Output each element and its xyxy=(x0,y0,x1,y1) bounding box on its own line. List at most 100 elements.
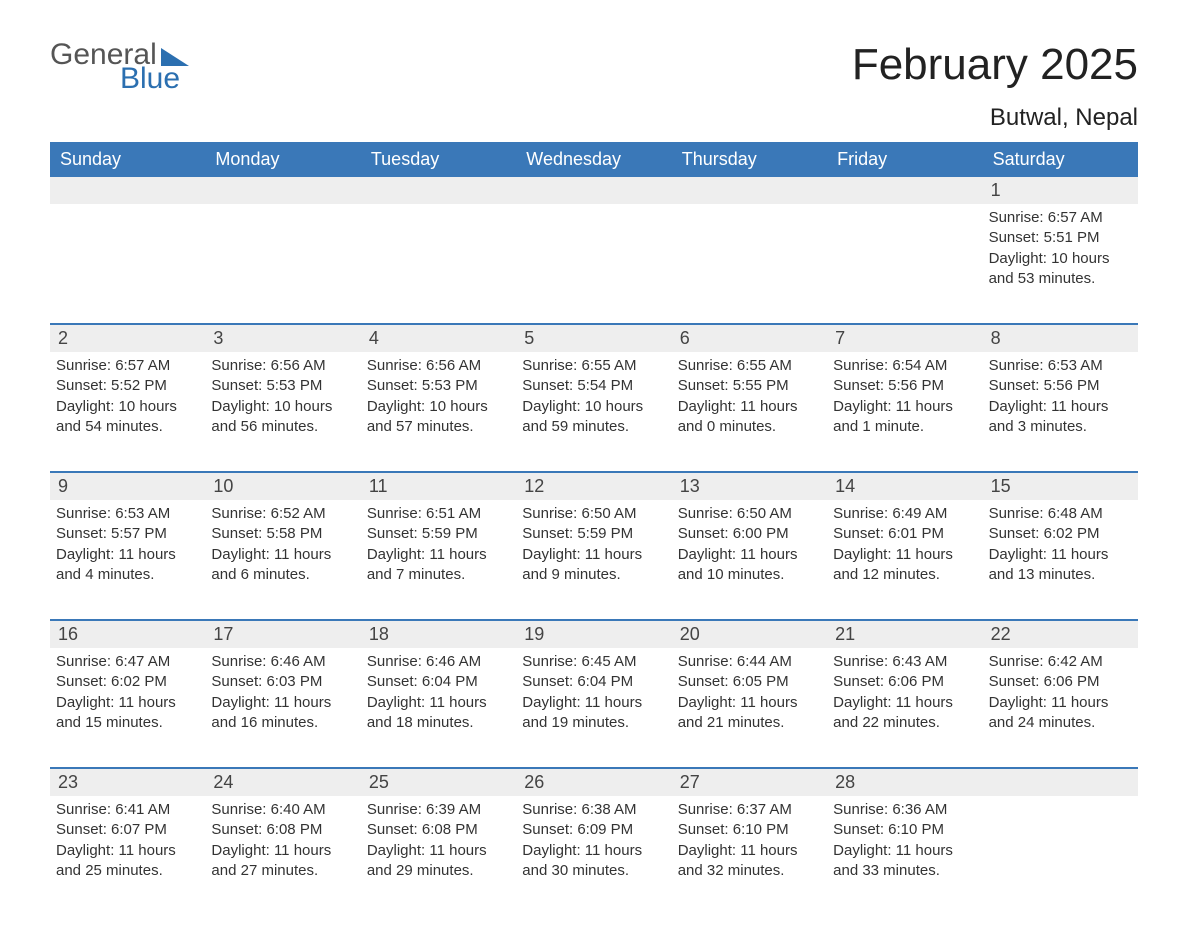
day-cell xyxy=(361,204,516,295)
sunrise-text: Sunrise: 6:46 AM xyxy=(367,652,508,672)
sunrise-text: Sunrise: 6:40 AM xyxy=(211,800,352,820)
weekday-saturday: Saturday xyxy=(983,142,1138,177)
weekday-wednesday: Wednesday xyxy=(516,142,671,177)
day-cell: Sunrise: 6:53 AMSunset: 5:56 PMDaylight:… xyxy=(983,352,1138,443)
calendar: Sunday Monday Tuesday Wednesday Thursday… xyxy=(50,142,1138,887)
sunset-text: Sunset: 5:59 PM xyxy=(367,524,508,544)
sunrise-text: Sunrise: 6:49 AM xyxy=(833,504,974,524)
day-number: 22 xyxy=(983,621,1138,648)
day-number: 19 xyxy=(516,621,671,648)
sunset-text: Sunset: 6:02 PM xyxy=(989,524,1130,544)
sunrise-text: Sunrise: 6:54 AM xyxy=(833,356,974,376)
daylight-text: Daylight: 11 hours and 29 minutes. xyxy=(367,841,508,882)
day-cell: Sunrise: 6:42 AMSunset: 6:06 PMDaylight:… xyxy=(983,648,1138,739)
sunrise-text: Sunrise: 6:46 AM xyxy=(211,652,352,672)
daylight-text: Daylight: 11 hours and 24 minutes. xyxy=(989,693,1130,734)
daylight-text: Daylight: 11 hours and 1 minute. xyxy=(833,397,974,438)
day-number: 12 xyxy=(516,473,671,500)
day-cell xyxy=(50,204,205,295)
week-info-row: Sunrise: 6:47 AMSunset: 6:02 PMDaylight:… xyxy=(50,648,1138,739)
day-number: 3 xyxy=(205,325,360,352)
sunrise-text: Sunrise: 6:37 AM xyxy=(678,800,819,820)
day-number: 11 xyxy=(361,473,516,500)
sunrise-text: Sunrise: 6:50 AM xyxy=(678,504,819,524)
daylight-text: Daylight: 11 hours and 12 minutes. xyxy=(833,545,974,586)
day-number: 14 xyxy=(827,473,982,500)
day-cell: Sunrise: 6:37 AMSunset: 6:10 PMDaylight:… xyxy=(672,796,827,887)
sunrise-text: Sunrise: 6:44 AM xyxy=(678,652,819,672)
sunrise-text: Sunrise: 6:48 AM xyxy=(989,504,1130,524)
day-number: 24 xyxy=(205,769,360,796)
day-cell: Sunrise: 6:41 AMSunset: 6:07 PMDaylight:… xyxy=(50,796,205,887)
day-number xyxy=(827,177,982,204)
daylight-text: Daylight: 11 hours and 10 minutes. xyxy=(678,545,819,586)
day-cell: Sunrise: 6:48 AMSunset: 6:02 PMDaylight:… xyxy=(983,500,1138,591)
sunset-text: Sunset: 5:53 PM xyxy=(211,376,352,396)
daylight-text: Daylight: 11 hours and 33 minutes. xyxy=(833,841,974,882)
sunrise-text: Sunrise: 6:55 AM xyxy=(678,356,819,376)
sunset-text: Sunset: 5:53 PM xyxy=(367,376,508,396)
sunset-text: Sunset: 5:57 PM xyxy=(56,524,197,544)
sunset-text: Sunset: 5:54 PM xyxy=(522,376,663,396)
day-cell: Sunrise: 6:54 AMSunset: 5:56 PMDaylight:… xyxy=(827,352,982,443)
day-number: 7 xyxy=(827,325,982,352)
day-number: 9 xyxy=(50,473,205,500)
day-number: 4 xyxy=(361,325,516,352)
sunset-text: Sunset: 6:04 PM xyxy=(367,672,508,692)
sunrise-text: Sunrise: 6:56 AM xyxy=(211,356,352,376)
weekday-monday: Monday xyxy=(205,142,360,177)
week-info-row: Sunrise: 6:53 AMSunset: 5:57 PM Daylight:… xyxy=(50,500,1138,591)
daylight-text: Daylight: 11 hours and 16 minutes. xyxy=(211,693,352,734)
day-cell: Sunrise: 6:45 AMSunset: 6:04 PMDaylight:… xyxy=(516,648,671,739)
day-number: 8 xyxy=(983,325,1138,352)
day-cell: Sunrise: 6:40 AMSunset: 6:08 PMDaylight:… xyxy=(205,796,360,887)
daylight-text: Daylight: 11 hours and 19 minutes. xyxy=(522,693,663,734)
day-cell: Sunrise: 6:50 AMSunset: 6:00 PMDaylight:… xyxy=(672,500,827,591)
day-cell: Sunrise: 6:47 AMSunset: 6:02 PMDaylight:… xyxy=(50,648,205,739)
sunset-text: Sunset: 6:06 PM xyxy=(833,672,974,692)
daylight-text: Daylight: 11 hours and 9 minutes. xyxy=(522,545,663,586)
day-number: 1 xyxy=(983,177,1138,204)
weekday-sunday: Sunday xyxy=(50,142,205,177)
month-title: February 2025 xyxy=(852,40,1138,90)
sunset-text: Sunset: 5:51 PM xyxy=(989,228,1130,248)
day-number: 28 xyxy=(827,769,982,796)
weekday-thursday: Thursday xyxy=(672,142,827,177)
sunrise-text: Sunrise: 6:55 AM xyxy=(522,356,663,376)
day-number: 5 xyxy=(516,325,671,352)
day-number xyxy=(516,177,671,204)
daylight-text: Daylight: 11 hours and 27 minutes. xyxy=(211,841,352,882)
day-cell: Sunrise: 6:52 AMSunset: 5:58 PMDaylight:… xyxy=(205,500,360,591)
day-cell xyxy=(205,204,360,295)
week-info-row: Sunrise: 6:57 AMSunset: 5:52 PMDaylight:… xyxy=(50,352,1138,443)
day-number: 20 xyxy=(672,621,827,648)
weekday-friday: Friday xyxy=(827,142,982,177)
sunrise-text: Sunrise: 6:53 AM xyxy=(989,356,1130,376)
daylight-text: Daylight: 11 hours and 13 minutes. xyxy=(989,545,1130,586)
daylight-text: Daylight: 11 hours and 30 minutes. xyxy=(522,841,663,882)
title-block: February 2025 Butwal, Nepal xyxy=(852,40,1138,132)
day-cell xyxy=(516,204,671,295)
sunrise-text: Sunrise: 6:53 AM xyxy=(56,504,197,524)
day-number: 25 xyxy=(361,769,516,796)
sunset-text: Sunset: 6:05 PM xyxy=(678,672,819,692)
daylight-text: Daylight: 11 hours and 32 minutes. xyxy=(678,841,819,882)
day-number xyxy=(361,177,516,204)
sunset-text: Sunset: 5:56 PM xyxy=(989,376,1130,396)
daylight-text: Daylight: 11 hours and 6 minutes. xyxy=(211,545,352,586)
sunset-text: Sunset: 6:09 PM xyxy=(522,820,663,840)
day-number xyxy=(205,177,360,204)
sunrise-text: Sunrise: 6:39 AM xyxy=(367,800,508,820)
daylight-text: Daylight: 10 hours and 57 minutes. xyxy=(367,397,508,438)
sunset-text: Sunset: 6:07 PM xyxy=(56,820,197,840)
brand-logo: General Blue xyxy=(50,40,189,94)
sunrise-text: Sunrise: 6:38 AM xyxy=(522,800,663,820)
daylight-text: Daylight: 11 hours and 22 minutes. xyxy=(833,693,974,734)
daylight-text: Daylight: 10 hours and 56 minutes. xyxy=(211,397,352,438)
day-number: 15 xyxy=(983,473,1138,500)
sunrise-text: Sunrise: 6:50 AM xyxy=(522,504,663,524)
sunrise-text: Sunrise: 6:52 AM xyxy=(211,504,352,524)
sunset-text: Sunset: 6:04 PM xyxy=(522,672,663,692)
daylight-text: Daylight: 10 hours and 53 minutes. xyxy=(989,249,1130,290)
daylight-text: Daylight: 11 hours and 21 minutes. xyxy=(678,693,819,734)
